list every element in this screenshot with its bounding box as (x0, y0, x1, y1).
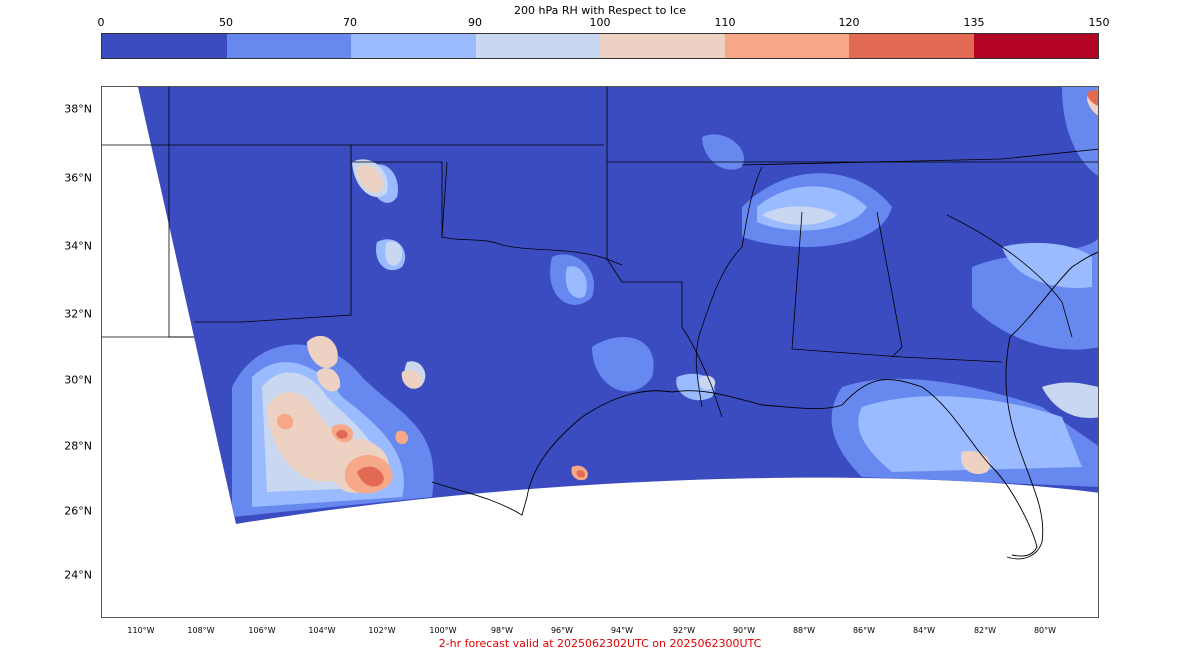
colorbar-tick: 100 (589, 16, 611, 29)
lon-label: 94°W (610, 626, 634, 635)
colorbar (101, 33, 1099, 59)
lon-label: 86°W (852, 626, 876, 635)
fl-panhandle-border (791, 348, 1003, 363)
lon-label: 92°W (672, 626, 696, 635)
tx-ok-border (441, 87, 608, 259)
lon-label: 98°W (490, 626, 514, 635)
colorbar-tick: 135 (963, 16, 985, 29)
colorbar-tick: 120 (838, 16, 860, 29)
lon-label: 88°W (792, 626, 816, 635)
colorbar-segment (475, 34, 600, 58)
co-nm-border (194, 145, 352, 323)
lon-label: 102°W (368, 626, 396, 635)
lon-label: 96°W (550, 626, 574, 635)
lon-label: 80°W (1033, 626, 1057, 635)
gulf-coastline (431, 379, 1038, 557)
colorbar-tick: 90 (468, 16, 482, 29)
lat-label: 38°N (64, 102, 92, 116)
colorbar-segment (351, 34, 476, 58)
colorbar-segment (226, 34, 351, 58)
ga-sc-border (946, 214, 1073, 338)
rh-field (232, 87, 1098, 517)
ar-la-border (606, 258, 723, 418)
lon-label: 84°W (912, 626, 936, 635)
colorbar-tick: 70 (343, 16, 357, 29)
lat-label: 24°N (64, 568, 92, 582)
lon-label: 110°W (127, 626, 155, 635)
map-svg (102, 87, 1098, 560)
nc-border (1001, 148, 1098, 160)
colorbar-tick: 0 (97, 16, 105, 29)
colorbar-tick: 50 (219, 16, 233, 29)
lon-label: 108°W (187, 626, 215, 635)
state-borders (102, 87, 1098, 418)
colorbar-segment (849, 34, 974, 58)
colorbar-ticks: 0 50 70 90 100 110 120 135 150 (97, 16, 1110, 30)
lon-label: 104°W (308, 626, 336, 635)
figure-title: 200 hPa RH with Respect to Ice (514, 4, 686, 17)
lon-label: 106°W (248, 626, 276, 635)
colorbar-segment (102, 34, 227, 58)
colorbar-tick: 110 (714, 16, 736, 29)
colorbar-segment (973, 34, 1098, 58)
lat-label: 32°N (64, 307, 92, 321)
lon-label: 100°W (429, 626, 457, 635)
colorbar-segment (600, 34, 725, 58)
rh-120-135 (336, 89, 1098, 487)
atlantic-coast (1009, 251, 1098, 338)
forecast-valid-text: 2-hr forecast valid at 2025062302UTC on … (438, 637, 762, 650)
colorbar-tick: 150 (1088, 16, 1110, 29)
lon-label: 90°W (732, 626, 756, 635)
fl-east-coast (1005, 336, 1044, 560)
ms-al-border (791, 211, 803, 350)
lon-label: 82°W (973, 626, 997, 635)
al-ga-border (876, 211, 903, 358)
lat-label: 28°N (64, 439, 92, 453)
lat-label: 36°N (64, 171, 92, 185)
ok-panhandle (351, 161, 623, 266)
map-panel (101, 86, 1099, 618)
lat-label: 26°N (64, 504, 92, 518)
ms-river (695, 166, 763, 408)
colorbar-segment (724, 34, 849, 58)
lat-label: 30°N (64, 373, 92, 387)
lat-label: 34°N (64, 239, 92, 253)
